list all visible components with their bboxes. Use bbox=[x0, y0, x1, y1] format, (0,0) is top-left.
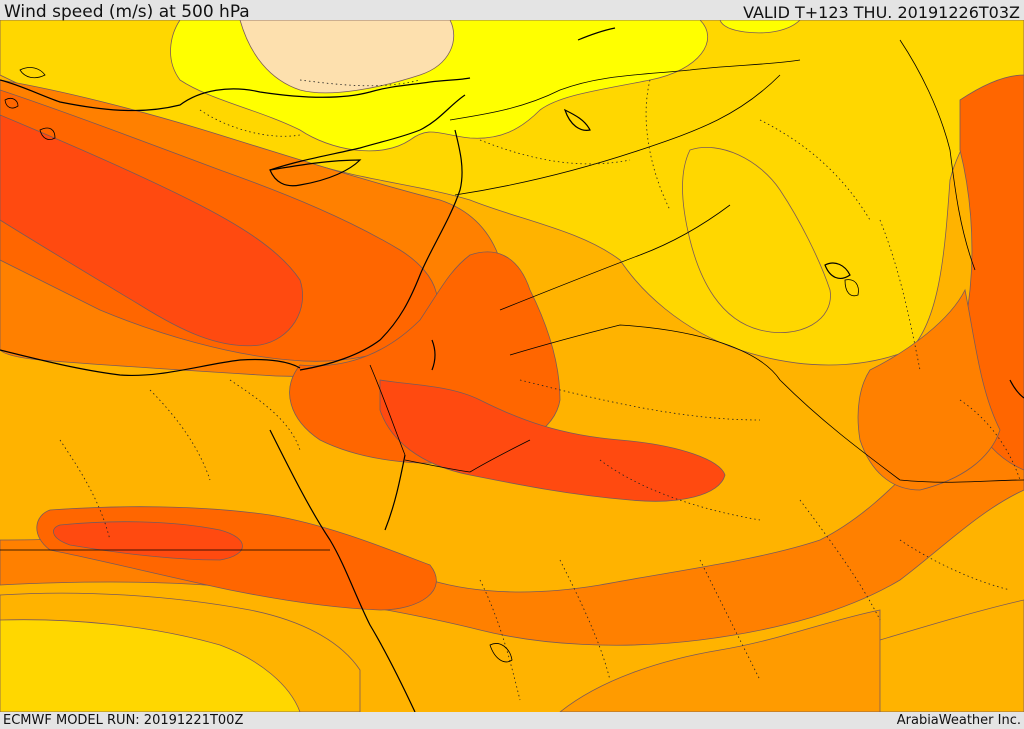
egypt-north-coast bbox=[0, 349, 301, 377]
footer-bar bbox=[0, 712, 1024, 729]
core-darker-sinai bbox=[379, 379, 726, 502]
east-mid-dark-region bbox=[857, 288, 1001, 491]
admin-boundary-13 bbox=[559, 559, 611, 681]
border-jordan-saudi-south bbox=[404, 439, 531, 473]
admin-boundary-15 bbox=[899, 539, 1011, 591]
turkey-coast bbox=[0, 77, 471, 112]
border-iran-iraq bbox=[899, 39, 976, 271]
band-lightest-east bbox=[719, 20, 801, 34]
admin-boundary-4 bbox=[645, 79, 671, 211]
island-4 bbox=[489, 643, 513, 663]
admin-boundary-6 bbox=[879, 219, 921, 371]
caspian-west bbox=[577, 27, 616, 41]
admin-boundary-1 bbox=[199, 109, 301, 137]
island-1 bbox=[19, 67, 46, 79]
coastlines bbox=[0, 27, 1024, 712]
credit-label: ArabiaWeather Inc. bbox=[896, 713, 1021, 728]
levant-coast bbox=[299, 129, 463, 371]
admin-boundary-10 bbox=[699, 559, 761, 681]
band-very-light bbox=[239, 20, 455, 94]
island-5 bbox=[844, 279, 859, 297]
lake-1 bbox=[563, 108, 591, 131]
band-light-east bbox=[682, 147, 831, 333]
valid-time-label: VALID T+123 THU. 20191226T03Z bbox=[743, 3, 1020, 22]
gulf-aqaba bbox=[384, 454, 406, 531]
map-title: Wind speed (m/s) at 500 hPa bbox=[4, 2, 250, 22]
turkey-south-coast bbox=[269, 94, 466, 171]
border-egypt-israel bbox=[369, 364, 406, 456]
header-bar bbox=[0, 0, 1024, 22]
se-band-mid bbox=[559, 609, 881, 712]
admin-boundary-17 bbox=[229, 379, 301, 451]
wind-speed-map bbox=[0, 20, 1024, 712]
border-jordan-saudi bbox=[499, 204, 731, 311]
sw-band-light bbox=[0, 619, 301, 712]
admin-boundary-5 bbox=[759, 119, 871, 221]
admin-boundaries bbox=[59, 79, 1021, 701]
dead-sea bbox=[431, 339, 436, 371]
admin-boundary-12 bbox=[59, 439, 111, 541]
border-saudi-iraq bbox=[509, 324, 1024, 483]
red-sea-west bbox=[269, 429, 416, 712]
admin-boundary-14 bbox=[479, 579, 521, 701]
band-darker-south bbox=[53, 521, 243, 561]
admin-boundary-3 bbox=[479, 139, 631, 165]
border-syria-iraq bbox=[454, 74, 781, 196]
model-run-label: ECMWF MODEL RUN: 20191221T00Z bbox=[3, 713, 244, 728]
island-3 bbox=[39, 127, 56, 140]
islands bbox=[4, 67, 859, 663]
border-turkey-syria bbox=[449, 59, 801, 121]
island-2 bbox=[4, 98, 19, 109]
country-borders bbox=[0, 39, 1024, 551]
persian-gulf bbox=[1009, 379, 1024, 399]
lake-2 bbox=[824, 262, 851, 279]
admin-boundary-8 bbox=[599, 459, 761, 521]
admin-boundary-11 bbox=[149, 389, 211, 481]
cyprus bbox=[269, 159, 362, 187]
jet-darker-west bbox=[0, 114, 303, 347]
